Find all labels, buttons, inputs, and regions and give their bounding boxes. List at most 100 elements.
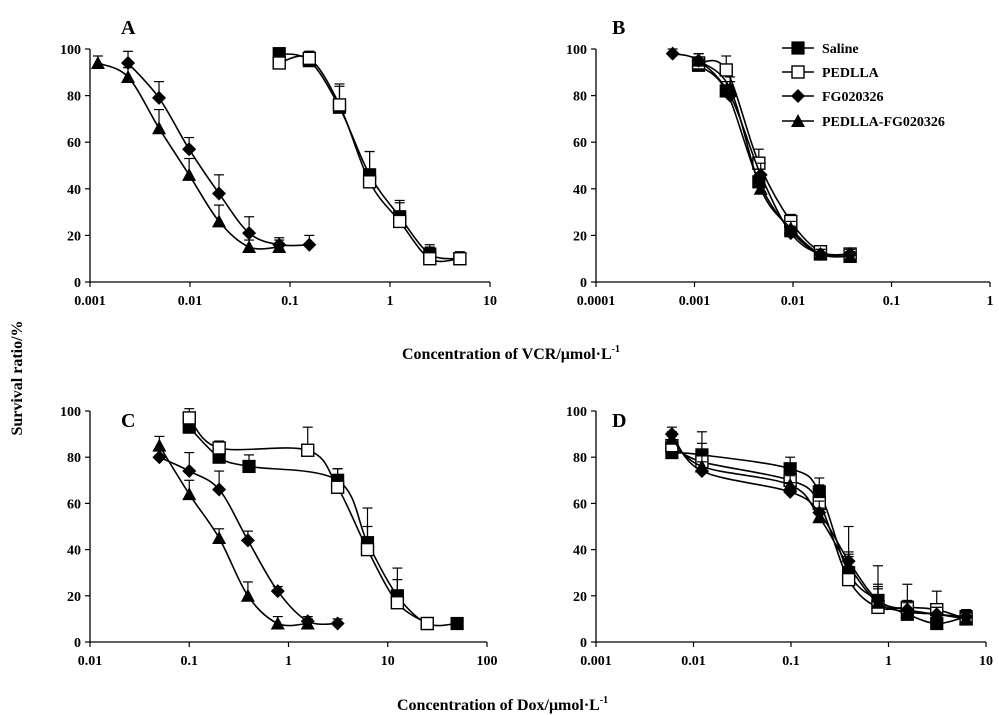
panel-b-ytick-label: 100: [566, 43, 587, 58]
panel-d-xtick-label: 0.1: [782, 654, 800, 669]
panel-a-ytick-label: 100: [60, 43, 81, 58]
panel-a-ytick-label: 0: [74, 276, 81, 291]
x-axis-title-dox-main: Concentration of Dox/μmol·L: [397, 697, 600, 714]
panel-c-xtick-label: 100: [477, 654, 498, 669]
legend-label-saline: Saline: [822, 42, 859, 57]
legend-marker-fg020326: [791, 89, 805, 103]
panel-d-ytick-label: 0: [580, 636, 587, 651]
panel-c-series-pedlla-fg020326: [152, 435, 315, 630]
panel-c-pedlla-point: [420, 616, 434, 631]
panel-c-pedlla-fg020326-point: [152, 438, 167, 452]
panel-d-pedlla-point: [841, 572, 856, 587]
panel-a-xtick-label: 10: [483, 294, 497, 309]
panel-a-letter: A: [121, 17, 136, 39]
panel-c-saline-point: [242, 459, 256, 474]
panel-d-pedlla-fg020326-point: [783, 477, 798, 491]
panel-b-pedlla-fg020326-point: [691, 53, 706, 67]
panel-d-ytick-label: 40: [573, 544, 587, 559]
panel-b-ytick-label: 60: [573, 136, 587, 151]
panel-c-ytick-label: 40: [67, 544, 81, 559]
legend-item-pedlla-fg020326: PEDLLA-FG020326: [782, 114, 945, 130]
panel-d-ytick-label: 100: [566, 405, 587, 420]
panel-b-ytick-label: 20: [573, 229, 587, 244]
panel-d-series-saline: [665, 431, 973, 631]
panel-c-fg020326-point: [270, 584, 285, 599]
panel-d-pedlla-fg020326-point: [664, 431, 679, 445]
panel-c-ytick-label: 100: [60, 405, 81, 420]
legend-label-fg020326: FG020326: [822, 90, 883, 105]
panel-a-fg020326-point: [302, 237, 317, 252]
x-axis-title-vcr: Concentration of VCR/μmol·L-1: [402, 344, 620, 363]
panel-a-fg020326-point: [242, 226, 257, 241]
panel-b-pedlla-fg020326-point: [753, 181, 768, 195]
x-axis-title-vcr-main: Concentration of VCR/μmol·L: [402, 346, 612, 363]
panel-a-xtick-label: 0.01: [178, 294, 203, 309]
panel-d-pedlla-fg020326-point: [694, 459, 709, 473]
panel-d-pedlla-fg020326-point: [841, 558, 856, 572]
panel-b-pedlla-fg020326-point: [783, 221, 798, 235]
panel-c-xtick-label: 0.1: [181, 654, 199, 669]
panel-c-xtick-label: 0.01: [78, 654, 103, 669]
legend-label-pedlla: PEDLLA: [822, 66, 880, 81]
panel-b-series-pedlla-fg020326: [691, 53, 858, 263]
panel-d-ytick-label: 60: [573, 497, 587, 512]
panel-b-fg020326-line: [672, 52, 851, 257]
panel-a-pedlla-point: [423, 251, 437, 266]
panel-b: B 0 20 40 60 80 100 0.0001 0.001 0.01 0.1 1: [566, 17, 994, 309]
panel-b-xtick-label: 0.0001: [577, 294, 616, 309]
panel-a-ytick-label: 60: [67, 136, 81, 151]
panel-c-pedlla-point: [390, 596, 405, 610]
panel-c-pedlla-point: [301, 443, 315, 457]
x-axis-title-dox-sup: -1: [600, 695, 608, 706]
panel-a-pedlla-point: [272, 56, 286, 70]
panel-b-ytick-label: 80: [573, 90, 587, 105]
panel-c-fg020326-point: [212, 482, 227, 497]
panel-d-xtick-label: 0.001: [580, 654, 612, 669]
panel-a-ytick-label: 40: [67, 183, 81, 198]
panel-c-xtick-label: 10: [381, 654, 395, 669]
panel-a-pedlla-point: [362, 175, 377, 189]
legend-marker-saline: [791, 41, 805, 55]
panel-d-letter: D: [612, 410, 626, 432]
panel-a-pedlla-point: [302, 51, 317, 66]
panel-b-letter: B: [612, 17, 625, 39]
panel-d-pedlla-fg020326-point: [929, 607, 944, 621]
panel-c-ytick-label: 60: [67, 497, 81, 512]
panel-c-xtick-label: 1: [285, 654, 292, 669]
panel-b-xtick-label: 1: [987, 294, 994, 309]
panel-d-fg020326-line: [671, 433, 967, 618]
panel-a-pedlla-fg020326-point: [182, 167, 197, 181]
panel-a-pedlla-fg020326-point: [90, 55, 105, 69]
panel-a-xtick-label: 0.001: [74, 294, 106, 309]
panel-c-ytick-label: 80: [67, 451, 81, 466]
panel-c-series-fg020326: [152, 449, 345, 631]
panel-a-series-pedlla-fg020326: [90, 55, 287, 254]
panel-a-xtick-label: 0.1: [281, 294, 299, 309]
panel-c-fg020326-point: [330, 616, 345, 631]
legend-label-pedlla-fg020326: PEDLLA-FG020326: [822, 115, 945, 130]
panel-c-pedlla-fg020326-point: [270, 616, 285, 630]
panel-b-ytick-label: 40: [573, 183, 587, 198]
panel-a-pedlla-fg020326-point: [152, 121, 167, 135]
panel-c-pedlla-fg020326-point: [212, 531, 227, 545]
panel-d-series-pedlla: [665, 435, 973, 626]
legend: Saline PEDLLA FG020326 PEDLLA-FG020326: [782, 41, 945, 130]
panel-c-pedlla-point: [182, 411, 196, 425]
panel-b-pedlla-point: [719, 63, 733, 77]
panel-c-pedlla-fg020326-point: [240, 588, 255, 602]
panel-a-pedlla-fg020326-point: [272, 240, 287, 254]
panel-b-pedlla-fg020326-point: [813, 247, 828, 261]
panel-c: C 0 20 40 60 80 100 0.01 0.1 1 10 100: [60, 405, 498, 669]
panel-a-xtick-label: 1: [387, 294, 394, 309]
panel-b-series-saline: [691, 57, 857, 263]
panel-b-xtick-label: 0.1: [883, 294, 901, 309]
panel-d-pedlla-fg020326-point: [900, 604, 915, 618]
panel-a-pedlla-fg020326-point: [212, 214, 227, 228]
panel-b-fg020326-point: [665, 46, 680, 61]
panel-b-xtick-label: 0.001: [679, 294, 711, 309]
panel-c-pedlla-fg020326-point: [182, 487, 197, 501]
panel-c-fg020326-point: [152, 450, 167, 465]
panel-c-saline-point: [450, 616, 464, 631]
panel-d-xtick-label: 10: [979, 654, 993, 669]
